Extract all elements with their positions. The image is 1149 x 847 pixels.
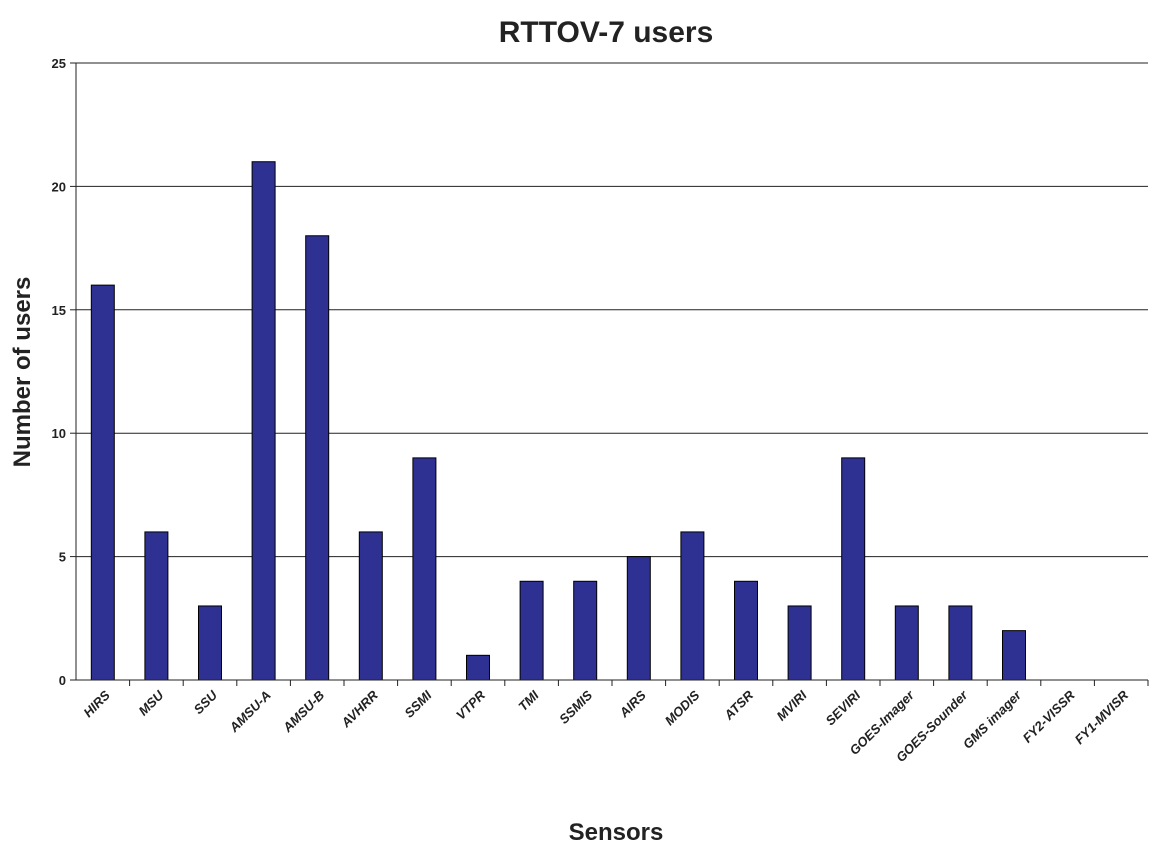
x-tick-label: SEVIRI: [823, 687, 864, 728]
x-tick-label: HIRS: [80, 687, 113, 720]
x-axis-ticks: HIRS MSU SSU AMSU-A AMSU-B AVHRR SSMI VTPR TMI SS…: [80, 680, 1149, 765]
x-tick-label: SSMIS: [556, 687, 595, 726]
bar-vtpr: [466, 654, 490, 681]
bar-goes-imager: [894, 605, 919, 681]
bars: [90, 161, 1026, 681]
x-tick-label: MODIS: [662, 687, 703, 728]
bar-amsu-b: [305, 235, 330, 681]
bar-msu: [144, 531, 169, 681]
bar-airs: [626, 556, 651, 681]
bar-mviri: [787, 605, 812, 681]
y-axis-title: Number of users: [9, 277, 36, 468]
bar-ssmis: [573, 580, 598, 681]
x-tick-label: SSMI: [401, 687, 434, 720]
x-tick-label: MSU: [135, 687, 166, 718]
y-tick-label: 15: [52, 303, 66, 318]
x-axis-title: Sensors: [569, 819, 664, 846]
bar-ssmi: [412, 457, 437, 681]
x-tick-label: AMSU-A: [226, 688, 274, 736]
bar-goes-sounder: [948, 605, 973, 681]
bar-avhrr: [358, 531, 383, 681]
x-tick-label: SSU: [191, 687, 221, 717]
y-tick-label: 20: [52, 179, 66, 194]
y-tick-label: 5: [59, 550, 66, 565]
bar-modis: [680, 531, 705, 681]
x-tick-label: MVIRI: [774, 687, 810, 723]
x-tick-label: VTPR: [453, 687, 489, 723]
chart-title: RTTOV-7 users: [499, 16, 714, 49]
x-tick-label: ATSR: [720, 687, 756, 723]
bar-hirs: [90, 284, 115, 681]
bar-ssu: [198, 605, 222, 681]
bar-seviri: [841, 457, 866, 681]
x-tick-label: FY2-VISSR: [1020, 687, 1079, 746]
x-tick-label: FY1-MVISR: [1072, 687, 1132, 747]
bar-tmi: [519, 580, 544, 681]
y-tick-label: 0: [59, 673, 66, 688]
gridlines: [76, 62, 1148, 558]
y-axis-ticks: 0 5 10 15 20 25: [52, 56, 76, 688]
x-tick-label: AVHRR: [338, 687, 382, 731]
x-tick-label: TMI: [515, 687, 542, 714]
y-tick-label: 10: [52, 426, 66, 441]
x-tick-label: AIRS: [616, 687, 650, 721]
bar-amsu-a: [251, 161, 276, 681]
x-tick-label: AMSU-B: [279, 688, 327, 736]
y-tick-label: 25: [52, 56, 66, 71]
bar-gms-imager: [1002, 630, 1026, 681]
x-tick-label: GMS imager: [960, 687, 1025, 752]
bar-atsr: [734, 580, 758, 681]
